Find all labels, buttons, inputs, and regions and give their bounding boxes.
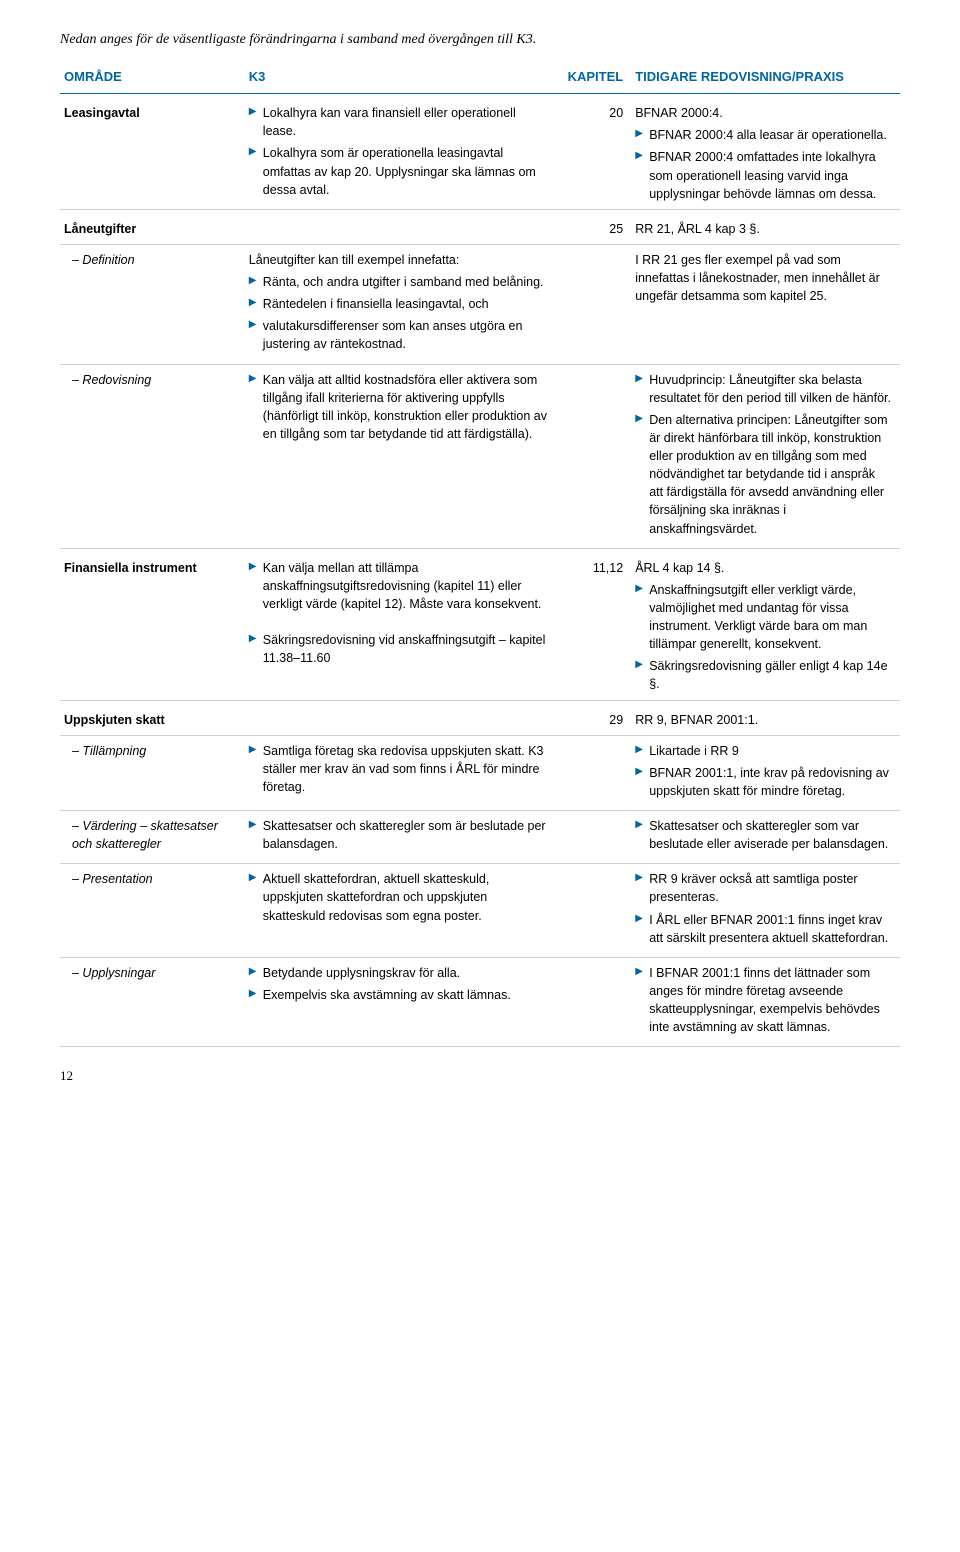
row-tax-presentation: – Presentation Aktuell skattefordran, ak… xyxy=(60,864,900,958)
loan-kapitel: 25 xyxy=(556,209,632,244)
tax-til-pb1: Likartade i RR 9 xyxy=(635,742,892,760)
changes-table: OMRÅDE K3 KAPITEL TIDIGARE REDOVISNING/P… xyxy=(60,62,900,1047)
col-omrade: OMRÅDE xyxy=(60,62,245,93)
row-laneutgifter: Låneutgifter 25 RR 21, ÅRL 4 kap 3 §. xyxy=(60,209,900,244)
tax-pre-label: – Presentation xyxy=(60,864,245,958)
leasing-praxis-t1: BFNAR 2000:4. xyxy=(635,104,892,122)
loan-def-b3: valutakursdifferenser som kan anses utgö… xyxy=(249,317,548,353)
tax-k3-empty xyxy=(245,700,556,735)
leasing-kapitel: 20 xyxy=(556,94,632,210)
tax-pre-praxis: RR 9 kräver också att samtliga poster pr… xyxy=(631,864,900,958)
tax-kapitel: 29 xyxy=(556,700,632,735)
tax-upp-kapitel xyxy=(556,957,632,1047)
loan-red-b1: Kan välja att alltid kostnadsföra eller … xyxy=(249,371,548,444)
leasing-label: Leasingavtal xyxy=(60,94,245,210)
col-praxis: TIDIGARE REDOVISNING/PRAXIS xyxy=(631,62,900,93)
tax-til-label: – Tillämpning xyxy=(60,735,245,810)
col-kapitel: KAPITEL xyxy=(556,62,632,93)
tax-upp-b2: Exempelvis ska avstämning av skatt lämna… xyxy=(249,986,548,1004)
leasing-praxis-b1: BFNAR 2000:4 alla leasar är operationell… xyxy=(635,126,892,144)
tax-upp-label: – Upplysningar xyxy=(60,957,245,1047)
fin-pb1: Anskaffningsutgift eller verkligt värde,… xyxy=(635,581,892,654)
tax-til-pb2: BFNAR 2001:1, inte krav på redovisning a… xyxy=(635,764,892,800)
tax-upp-b1: Betydande upplysningskrav för alla. xyxy=(249,964,548,982)
intro-text: Nedan anges för de väsentligaste förändr… xyxy=(60,30,900,50)
loan-def-k3: Låneutgifter kan till exempel innefatta:… xyxy=(245,244,556,364)
leasing-k3-b1: Lokalhyra kan vara finansiell eller oper… xyxy=(249,104,548,140)
tax-val-k3: Skattesatser och skatteregler som är bes… xyxy=(245,811,556,864)
loan-red-kapitel xyxy=(556,364,632,548)
tax-upp-k3: Betydande upplysningskrav för alla. Exem… xyxy=(245,957,556,1047)
loan-def-b2: Räntedelen i finansiella leasingavtal, o… xyxy=(249,295,548,313)
tax-pre-k3: Aktuell skattefordran, aktuell skattesku… xyxy=(245,864,556,958)
fin-pb2: Säkringsredovisning gäller enligt 4 kap … xyxy=(635,657,892,693)
tax-til-praxis: Likartade i RR 9 BFNAR 2001:1, inte krav… xyxy=(631,735,900,810)
loan-def-b1: Ränta, och andra utgifter i samband med … xyxy=(249,273,548,291)
leasing-praxis-b2: BFNAR 2000:4 omfattades inte lokalhyra s… xyxy=(635,148,892,202)
row-tax-upplysningar: – Upplysningar Betydande upplysningskrav… xyxy=(60,957,900,1047)
fin-kapitel: 11,12 xyxy=(556,548,632,700)
tax-val-b1: Skattesatser och skatteregler som är bes… xyxy=(249,817,548,853)
tax-til-k3: Samtliga företag ska redovisa uppskjuten… xyxy=(245,735,556,810)
row-finansiella: Finansiella instrument Kan välja mellan … xyxy=(60,548,900,700)
tax-val-praxis: Skattesatser och skatteregler som var be… xyxy=(631,811,900,864)
loan-def-t1: Låneutgifter kan till exempel innefatta: xyxy=(249,251,548,269)
row-loan-redovisning: – Redovisning Kan välja att alltid kostn… xyxy=(60,364,900,548)
loan-red-praxis: Huvudprincip: Låneutgifter ska belasta r… xyxy=(631,364,900,548)
loan-def-label: – Definition xyxy=(60,244,245,364)
tax-val-label: – Värdering – skattesatser och skattereg… xyxy=(60,811,245,864)
loan-red-pb2: Den alternativa principen: Låneutgifter … xyxy=(635,411,892,538)
tax-til-b1: Samtliga företag ska redovisa uppskjuten… xyxy=(249,742,548,796)
loan-praxis: RR 21, ÅRL 4 kap 3 §. xyxy=(631,209,900,244)
page-number: 12 xyxy=(60,1067,900,1086)
row-tax-tillampning: – Tillämpning Samtliga företag ska redov… xyxy=(60,735,900,810)
loan-def-kapitel xyxy=(556,244,632,364)
loan-k3-empty xyxy=(245,209,556,244)
fin-p1: ÅRL 4 kap 14 §. xyxy=(635,559,892,577)
tax-upp-praxis: I BFNAR 2001:1 finns det lättnader som a… xyxy=(631,957,900,1047)
loan-red-pb1: Huvudprincip: Låneutgifter ska belasta r… xyxy=(635,371,892,407)
table-header-row: OMRÅDE K3 KAPITEL TIDIGARE REDOVISNING/P… xyxy=(60,62,900,93)
row-uppskjuten-skatt: Uppskjuten skatt 29 RR 9, BFNAR 2001:1. xyxy=(60,700,900,735)
leasing-praxis: BFNAR 2000:4. BFNAR 2000:4 alla leasar ä… xyxy=(631,94,900,210)
tax-val-kapitel xyxy=(556,811,632,864)
leasing-k3-b2: Lokalhyra som är operationella leasingav… xyxy=(249,144,548,198)
fin-k3: Kan välja mellan att tillämpa anskaffnin… xyxy=(245,548,556,700)
tax-label: Uppskjuten skatt xyxy=(60,700,245,735)
loan-def-praxis: I RR 21 ges fler exempel på vad som inne… xyxy=(631,244,900,364)
fin-praxis: ÅRL 4 kap 14 §. Anskaffningsutgift eller… xyxy=(631,548,900,700)
tax-pre-kapitel xyxy=(556,864,632,958)
leasing-k3: Lokalhyra kan vara finansiell eller oper… xyxy=(245,94,556,210)
loan-red-k3: Kan välja att alltid kostnadsföra eller … xyxy=(245,364,556,548)
row-leasingavtal: Leasingavtal Lokalhyra kan vara finansie… xyxy=(60,94,900,210)
fin-k3-b2: Säkringsredovisning vid anskaffningsutgi… xyxy=(249,631,548,667)
tax-til-kapitel xyxy=(556,735,632,810)
tax-praxis: RR 9, BFNAR 2001:1. xyxy=(631,700,900,735)
row-loan-definition: – Definition Låneutgifter kan till exemp… xyxy=(60,244,900,364)
fin-label: Finansiella instrument xyxy=(60,548,245,700)
tax-val-pb1: Skattesatser och skatteregler som var be… xyxy=(635,817,892,853)
fin-k3-b1: Kan välja mellan att tillämpa anskaffnin… xyxy=(249,559,548,613)
tax-pre-pb2: I ÅRL eller BFNAR 2001:1 finns inget kra… xyxy=(635,911,892,947)
col-k3: K3 xyxy=(245,62,556,93)
loan-def-p1: I RR 21 ges fler exempel på vad som inne… xyxy=(635,251,892,305)
tax-upp-pb1: I BFNAR 2001:1 finns det lättnader som a… xyxy=(635,964,892,1037)
loan-red-label: – Redovisning xyxy=(60,364,245,548)
tax-pre-b1: Aktuell skattefordran, aktuell skattesku… xyxy=(249,870,548,924)
row-tax-vardering: – Värdering – skattesatser och skattereg… xyxy=(60,811,900,864)
tax-pre-pb1: RR 9 kräver också att samtliga poster pr… xyxy=(635,870,892,906)
loan-label: Låneutgifter xyxy=(60,209,245,244)
